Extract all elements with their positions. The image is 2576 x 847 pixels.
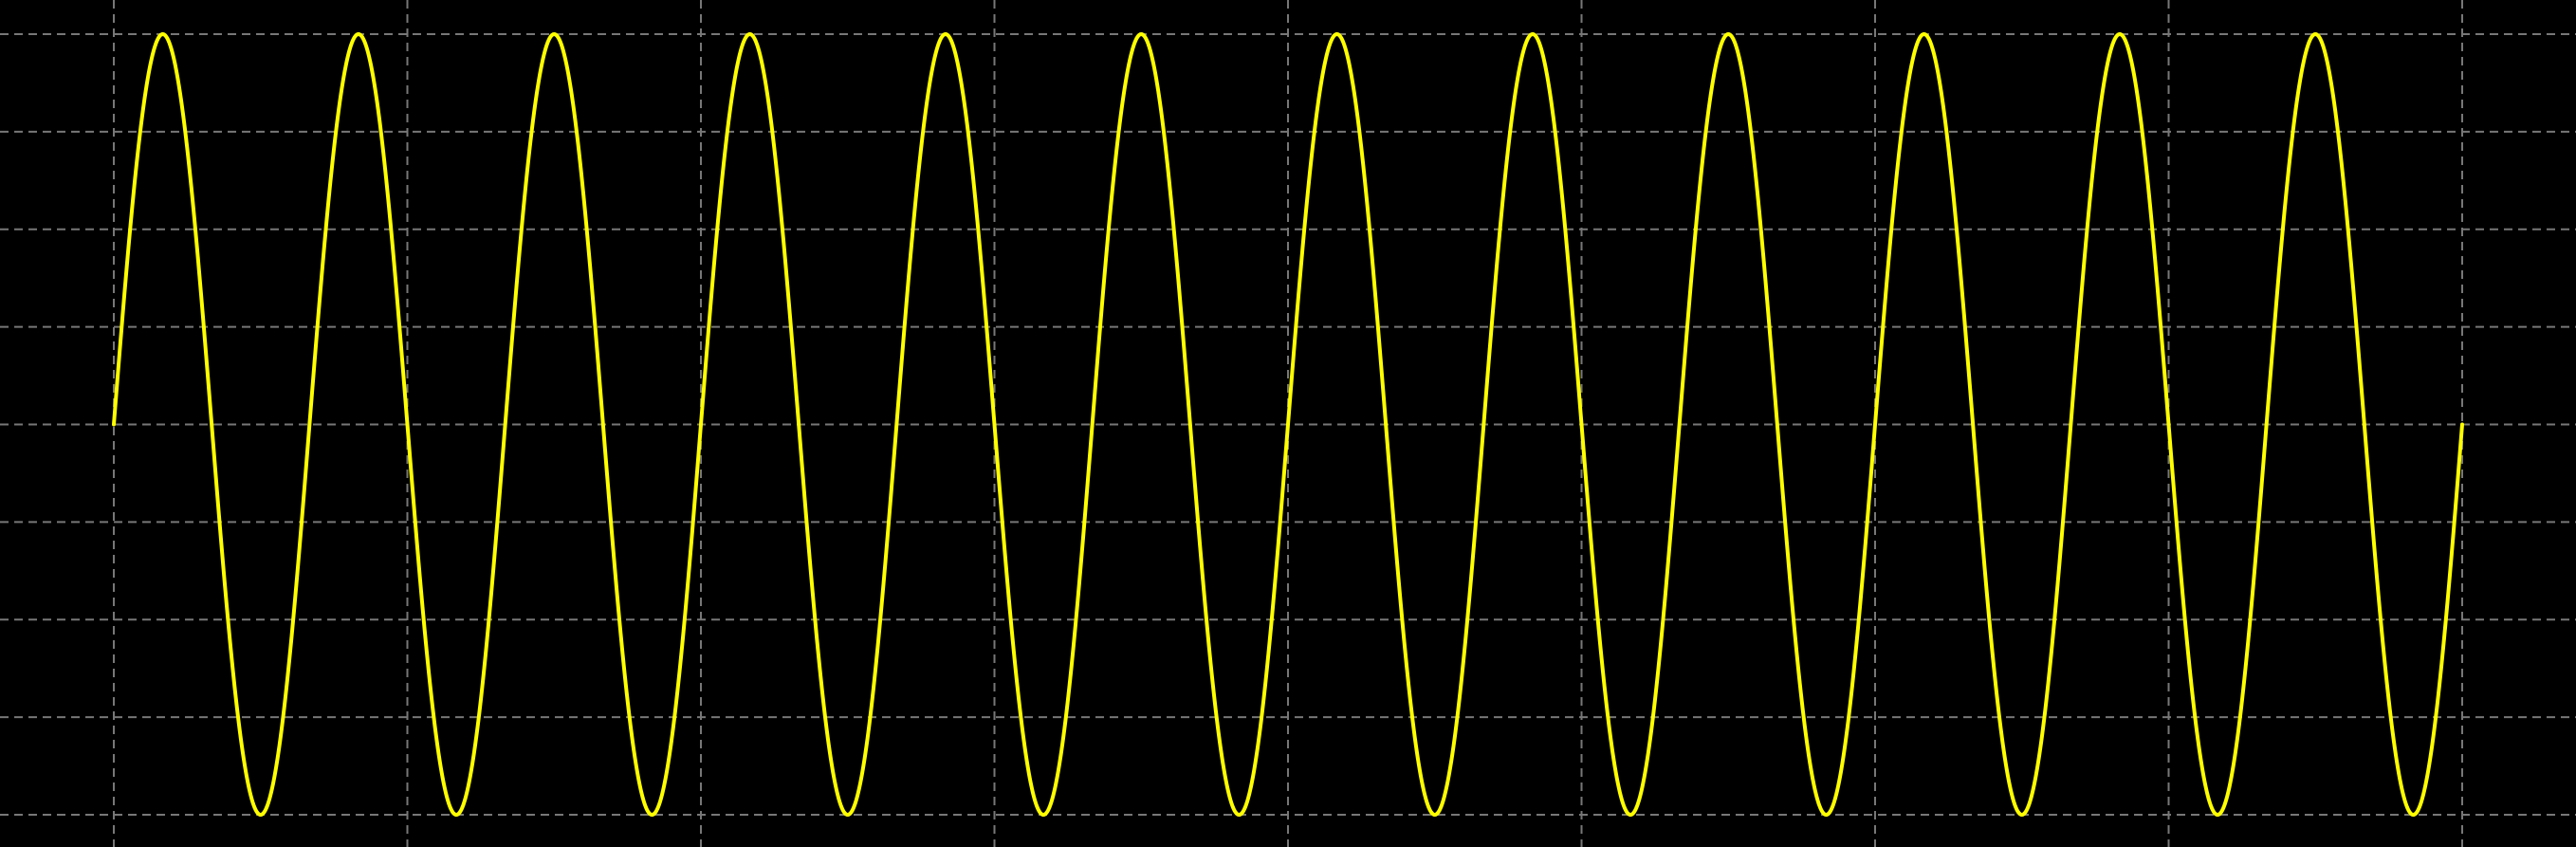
series-line-0 [112, 32, 2464, 817]
traces [112, 32, 2464, 817]
